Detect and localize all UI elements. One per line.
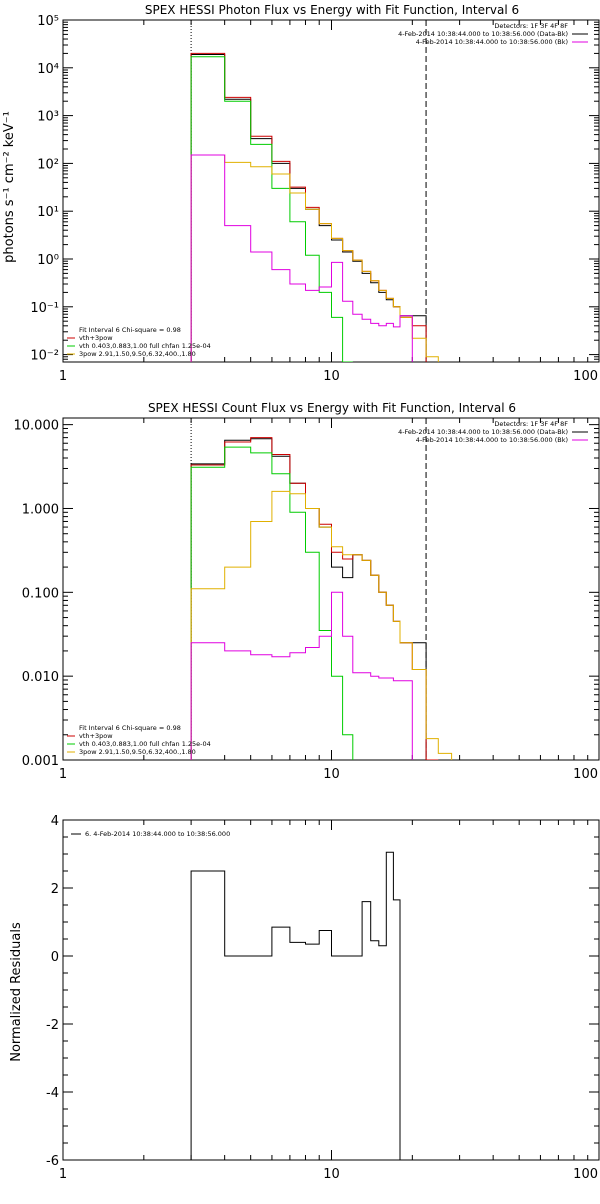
count-flux-y-tick-label: 0.100 — [22, 586, 59, 601]
residuals-x-tick-label: 100 — [573, 1167, 598, 1182]
count-flux-y-tick-label: 0.010 — [22, 670, 59, 685]
residuals-x-tick-label: 10 — [323, 1167, 340, 1182]
count-flux-x-tick-label: 10 — [323, 767, 340, 782]
count-flux-series-data-bk — [190, 438, 427, 760]
photon-flux-x-tick-label: 1 — [59, 369, 67, 384]
count-flux-series-vth-3pow — [190, 437, 439, 760]
photon-flux-panel: SPEX HESSI Photon Flux vs Energy with Fi… — [2, 3, 600, 384]
count-flux-series-vth — [190, 446, 363, 760]
photon-flux-series-3pow — [190, 154, 439, 362]
photon-flux-y-tick-label: 10⁴ — [37, 62, 59, 77]
count-flux-axes-frame — [62, 417, 600, 761]
photon-flux-title: SPEX HESSI Photon Flux vs Energy with Fi… — [145, 3, 519, 17]
photon-flux-series-data-bk — [190, 54, 427, 362]
photon-flux-series-vth — [190, 56, 353, 362]
residuals-series-residual — [190, 851, 401, 1160]
residuals-axes-frame — [62, 819, 600, 1161]
photon-flux-y-tick-label: 10⁵ — [37, 14, 59, 29]
photon-flux-legend-entry: 4-Feb-2014 10:38:44.000 to 10:38:56.000 … — [416, 38, 568, 46]
photon-flux-y-tick-label: 10² — [37, 157, 59, 172]
count-flux-legend-entry: 4-Feb-2014 10:38:44.000 to 10:38:56.000 … — [398, 428, 568, 436]
photon-flux-y-tick-label: 10¹ — [37, 205, 59, 220]
count-flux-y-tick-label: 1.000 — [22, 502, 59, 517]
photon-flux-legend-entry: 3pow 2.91,1.50,9.50,6.32,400.,1.80 — [79, 350, 196, 358]
photon-flux-legend-entry: vth 0.403,0.883,1.00 full chfan 1.25e-04 — [79, 342, 211, 350]
count-flux-legend-entry: vth 0.403,0.883,1.00 full chfan 1.25e-04 — [79, 740, 211, 748]
photon-flux-y-tick-label: 10⁻² — [30, 349, 59, 364]
count-flux-legend-entry: 3pow 2.91,1.50,9.50,6.32,400.,1.80 — [79, 748, 196, 756]
count-flux-panel: SPEX HESSI Count Flux vs Energy with Fit… — [14, 401, 600, 782]
count-flux-legend-entry: vth+3pow — [79, 732, 113, 740]
residuals-y-tick-label: 4 — [51, 814, 59, 829]
residuals-y-tick-label: 0 — [51, 950, 59, 965]
photon-flux-legend-entry: vth+3pow — [79, 334, 113, 342]
photon-flux-y-label: photons s⁻¹ cm⁻² keV⁻¹ — [2, 111, 17, 263]
photon-flux-x-tick-label: 100 — [573, 369, 598, 384]
count-flux-legend-entry: Fit Interval 6 Chi-square = 0.98 — [79, 724, 181, 732]
photon-flux-legend-entry: Fit Interval 6 Chi-square = 0.98 — [79, 326, 181, 334]
count-flux-legend-entry: Detectors: 1F 3F 4F 8F — [494, 420, 568, 428]
residuals-x-tick-label: 1 — [59, 1167, 67, 1182]
residuals-legend-entry: 6. 4-Feb-2014 10:38:44.000 to 10:38:56.0… — [85, 830, 230, 838]
residuals-y-tick-label: -6 — [46, 1154, 59, 1169]
count-flux-y-tick-label: 0.001 — [22, 754, 59, 769]
photon-flux-y-tick-label: 10⁻¹ — [30, 301, 59, 316]
count-flux-y-tick-label: 10.000 — [14, 419, 60, 434]
photon-flux-y-tick-label: 10⁰ — [37, 253, 59, 268]
residuals-y-label: Normalized Residuals — [9, 922, 24, 1062]
count-flux-series-3pow — [190, 490, 453, 760]
photon-flux-y-tick-label: 10³ — [37, 110, 59, 125]
count-flux-x-tick-label: 1 — [59, 767, 67, 782]
photon-flux-legend-entry: 4-Feb-2014 10:38:44.000 to 10:38:56.000 … — [398, 30, 568, 38]
photon-flux-x-tick-label: 10 — [323, 369, 340, 384]
residuals-y-tick-label: -2 — [46, 1018, 59, 1033]
count-flux-series-bk — [190, 591, 413, 760]
photon-flux-legend-entry: Detectors: 1F 3F 4F 8F — [494, 22, 568, 30]
count-flux-x-tick-label: 100 — [573, 767, 598, 782]
count-flux-title: SPEX HESSI Count Flux vs Energy with Fit… — [148, 401, 516, 415]
residuals-panel: Normalized Residuals 1 10 100 -6 -4 -2 0 2 4 6. 4… — [9, 814, 600, 1182]
residuals-y-tick-label: 2 — [51, 882, 59, 897]
count-flux-legend-entry: 4-Feb-2014 10:38:44.000 to 10:38:56.000 … — [416, 436, 568, 444]
photon-flux-series-bk — [190, 154, 413, 362]
residuals-y-tick-label: -4 — [46, 1086, 59, 1101]
